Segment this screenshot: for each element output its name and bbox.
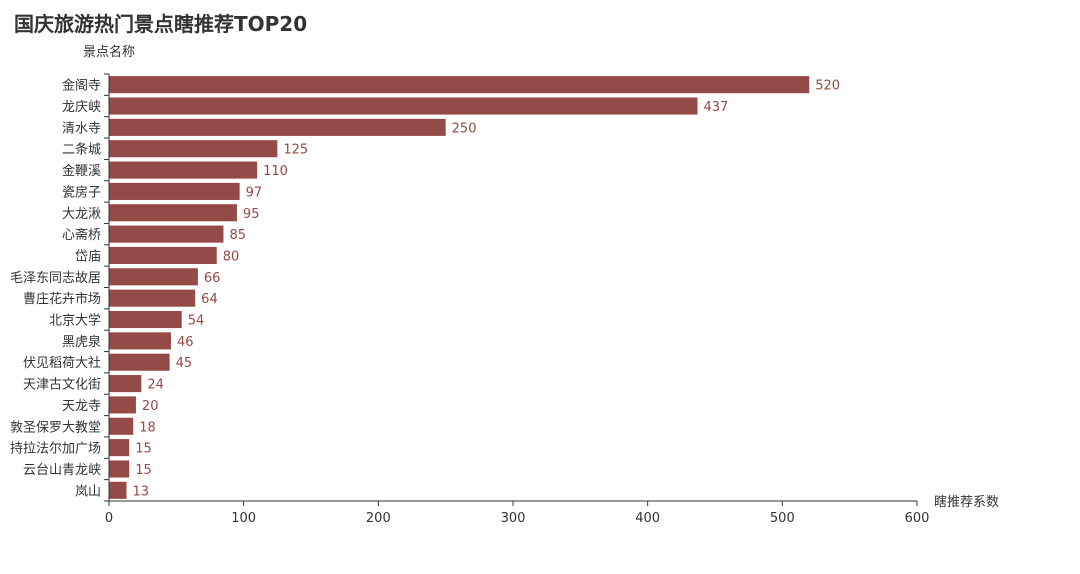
data-label: 15 [135,442,152,457]
bar [109,481,127,499]
bar [109,396,136,414]
x-tick-label: 500 [770,511,795,526]
category-label: 黑虎泉 [62,334,101,350]
data-label: 125 [283,143,308,158]
data-label: 24 [147,378,164,393]
chart-title: 国庆旅游热门景点瞎推荐TOP20 [14,12,308,36]
category-label: 天津古文化街 [23,378,101,393]
data-label: 85 [229,228,246,243]
bar [109,268,198,286]
category-label: 龙庆峡 [62,100,101,115]
x-tick-label: 0 [105,511,113,526]
category-label: 毛泽东同志故居 [10,271,101,286]
bar [109,289,196,307]
bar [109,161,258,179]
bar [109,375,142,393]
data-label: 13 [133,484,150,499]
bar [109,140,278,158]
category-label: 金鞭溪 [62,163,101,179]
data-label: 80 [223,249,240,264]
data-label: 54 [188,314,205,329]
data-label: 250 [452,121,477,136]
bar [109,439,130,457]
data-label: 46 [177,335,194,350]
category-label: 持拉法尔加广场 [10,442,101,457]
category-label: 心斋桥 [62,227,101,243]
x-axis: 0 100 200 300 400 500 600 [105,500,930,526]
data-label: 437 [703,100,728,115]
bar [109,417,134,435]
bar [109,182,240,200]
bar [109,225,224,243]
category-label: 敦圣保罗大教堂 [10,419,101,435]
category-label: 北京大学 [49,313,101,329]
bar [109,460,130,478]
data-label: 110 [263,164,288,179]
category-label: 金阁寺 [62,78,101,94]
data-label: 18 [139,420,156,435]
bar [109,246,217,265]
bar [109,310,182,329]
category-label: 天龙寺 [62,399,101,414]
x-tick-label: 200 [366,511,391,526]
x-tick-label: 100 [231,511,256,526]
category-label: 岱庙 [75,249,101,264]
category-label: 清水寺 [62,121,101,136]
data-label: 15 [135,463,152,478]
y-axis-title: 景点名称 [83,44,135,60]
data-label: 95 [243,207,260,222]
category-label: 云台山青龙峡 [23,463,101,478]
x-axis-title: 瞎推荐系数 [934,494,999,510]
data-label: 64 [201,292,218,307]
bar [109,97,698,115]
bar [109,76,810,94]
bar [109,204,237,222]
category-label: 曹庄花卉市场 [23,291,101,307]
data-label: 97 [246,185,263,200]
bar [109,118,446,136]
bar [109,332,171,350]
bar [109,353,170,371]
data-label: 520 [815,79,840,94]
category-label: 大龙湫 [62,207,101,222]
data-label: 20 [142,399,159,414]
category-label: 二条城 [62,142,101,158]
x-tick-label: 400 [635,511,660,526]
category-label: 岚山 [75,484,101,499]
category-label: 瓷房子 [62,184,101,200]
x-tick-label: 300 [501,511,526,526]
category-label: 伏见稻荷大社 [23,355,101,371]
data-label: 66 [204,271,221,286]
y-axis: 金阁寺龙庆峡清水寺二条城金鞭溪瓷房子大龙湫心斋桥岱庙毛泽东同志故居曹庄花卉市场北… [10,73,110,502]
x-tick-label: 600 [905,511,930,526]
data-label: 45 [176,356,193,371]
